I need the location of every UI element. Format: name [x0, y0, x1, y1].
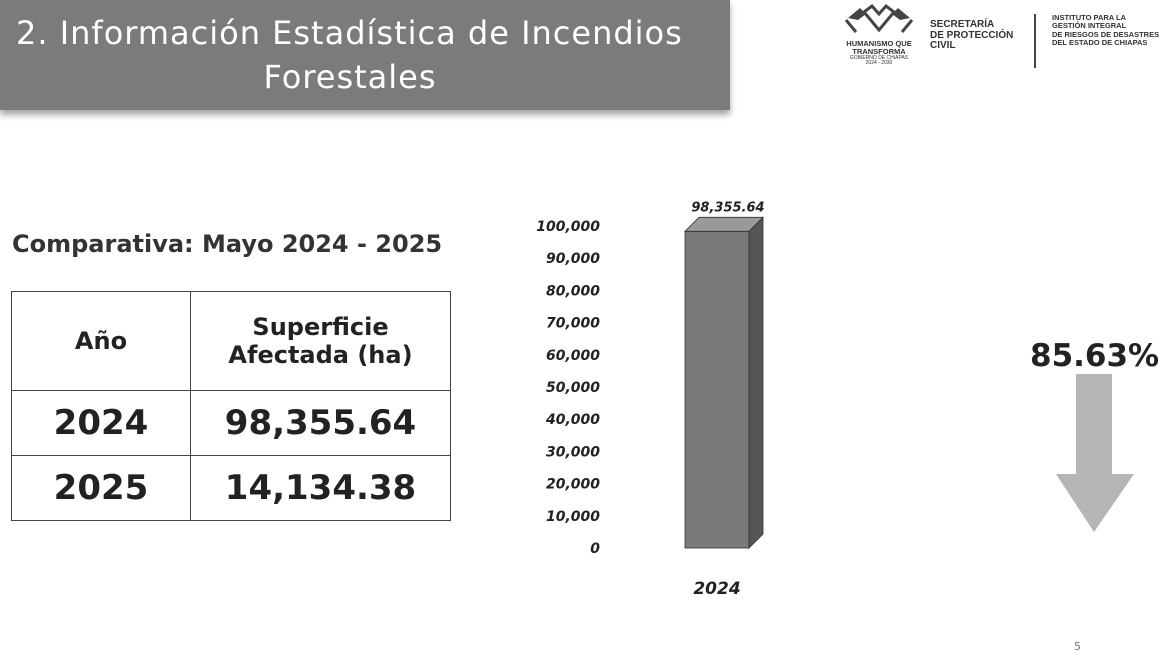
header-year: Año — [11, 291, 191, 391]
y-tick-label: 0 — [590, 541, 600, 557]
comparison-table: Año Superficie Afectada (ha) 2024 98,355… — [11, 291, 451, 521]
y-tick-label: 50,000 — [546, 380, 600, 396]
y-tick-label: 90,000 — [546, 251, 600, 267]
instituto-logo-text: INSTITUTO PARA LA GESTIÓN INTEGRAL DE RI… — [1052, 13, 1160, 47]
table-row: 2025 14,134.38 — [11, 455, 451, 521]
y-tick-label: 20,000 — [546, 477, 600, 493]
comparativa-heading: Comparativa: Mayo 2024 - 2025 — [12, 230, 443, 258]
row-area: 98,355.64 — [190, 390, 451, 456]
table-header-row: Año Superficie Afectada (ha) — [11, 291, 451, 391]
row-year: 2024 — [11, 390, 191, 456]
data-label: 98,355.64 — [691, 200, 764, 215]
page-number: 5 — [1074, 640, 1081, 653]
down-arrow-icon — [1056, 374, 1134, 532]
row-year: 2025 — [11, 455, 191, 521]
y-tick-label: 30,000 — [546, 444, 600, 460]
reduction-percentage: 85.63% — [1030, 338, 1160, 374]
y-tick-label: 100,000 — [536, 219, 600, 235]
row-area: 14,134.38 — [190, 455, 451, 521]
secretaria-logo-text: SECRETARÍA DE PROTECCIÓN CIVIL — [930, 19, 1014, 51]
y-tick-label: 10,000 — [546, 509, 600, 525]
bar-side — [748, 216, 764, 549]
table-row: 2024 98,355.64 — [11, 390, 451, 456]
x-tick-label: 2024 — [693, 579, 740, 599]
gov-logo-subtext: GOBIERNO DE CHIAPAS 2024 - 2030 — [849, 55, 909, 67]
y-tick-label: 60,000 — [546, 348, 600, 364]
page-title-line1: 2. Información Estadística de Incendios — [16, 14, 683, 52]
header-area: Superficie Afectada (ha) — [190, 291, 451, 391]
gobierno-chiapas-logo-icon — [844, 4, 914, 33]
logo-divider — [1034, 14, 1036, 68]
bar-front — [684, 230, 750, 549]
page-title-line2: Forestales — [263, 58, 437, 96]
title-banner: 2. Información Estadística de Incendios … — [0, 0, 730, 110]
y-tick-label: 80,000 — [546, 283, 600, 299]
y-tick-label: 40,000 — [545, 412, 600, 428]
bar-chart: 0 10,000 20,000 30,000 40,000 50,000 60,000 70,… — [536, 200, 764, 599]
gov-logo-text: HUMANISMO QUE TRANSFORMA — [846, 39, 912, 56]
bar-top — [684, 216, 764, 232]
y-tick-label: 70,000 — [546, 316, 600, 332]
